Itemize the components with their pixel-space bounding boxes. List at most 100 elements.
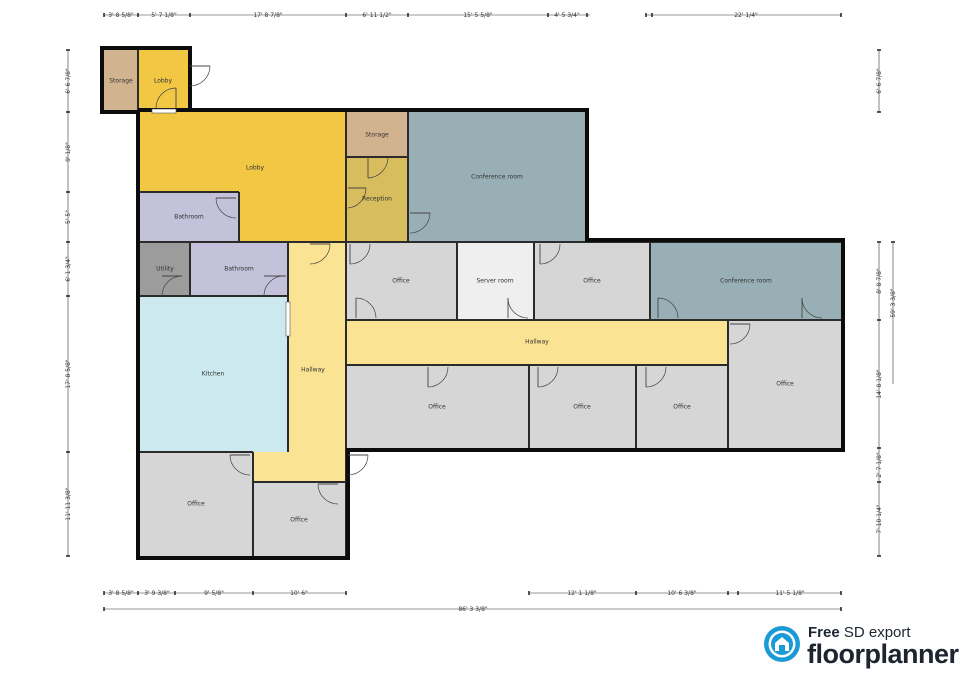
label-storage: Storage [365,132,389,139]
dim-label: 4' 5 3/4" [554,12,580,19]
room-hallway-vertical [288,242,346,482]
dim-label: 3' 8 5/8" [108,590,134,597]
door-icon [347,187,367,209]
room-office-7 [253,482,346,556]
door-icon [801,297,823,319]
room-office-2 [534,242,650,320]
dim-label: 6' 6 7/8" [65,68,72,94]
door-icon [657,297,679,319]
room-storage-b [346,112,408,157]
floorplanner-brand: Free SD export floorplanner [762,622,959,669]
door-icon [347,454,369,476]
room-conference-a [408,112,587,242]
dim-label: 22' 1/4" [734,12,758,19]
room-kitchen [139,296,288,452]
dim-label: 12' 1 1/8" [567,590,597,597]
room-office-3 [346,365,529,448]
room-hallway-lower [253,452,346,482]
label-office: Office [573,404,591,411]
room-utility [139,242,190,296]
label-bathroom: Bathroom [174,214,204,221]
label-lobby: Lobby [246,165,265,172]
label-office: Office [290,517,308,524]
label-conference-room: Conference room [720,278,772,285]
dim-label: 11' 11 3/8" [65,487,72,520]
room-server [457,242,534,320]
dim-label: 3' 8 5/8" [108,12,134,19]
door-icon [537,366,559,388]
door-icon [215,197,237,219]
label-office: Office [187,501,205,508]
room-reception [346,157,408,242]
room-office-4 [529,365,636,448]
brand-tag-free: Free [808,624,840,641]
room-office-8 [728,320,841,448]
door-icon [229,454,251,476]
dim-label: 17' 8 5/8" [65,359,72,389]
dim-label: 17' 8 7/8" [253,12,283,19]
label-office: Office [583,278,601,285]
room-fills [104,50,841,556]
brand-tagline: Free SD export [808,624,911,641]
brand-name: floorplanner [807,639,959,669]
label-conference-room: Conference room [471,174,523,181]
label-hallway: Hallway [301,367,325,374]
door-icon [539,243,561,265]
door-icon [317,483,339,505]
label-utility: Utility [156,266,174,273]
dimensions-left: 6' 6 7/8" 9' 1/8" 5' 5" 6' 1 3/4" 17' 8 … [65,49,72,557]
room-hallway-horizontal [346,320,728,365]
door-icon [155,87,177,109]
label-office: Office [428,404,446,411]
window-icon [285,301,291,337]
floorplanner-logo-icon [764,626,800,662]
room-bathroom-b [190,242,288,296]
dim-label: 10' 6 3/8" [667,590,697,597]
dim-label: 11' 5 1/8" [775,590,805,597]
door-icon [263,275,287,297]
dim-label: 3' 9 3/8" [144,590,170,597]
label-lobby: Lobby [154,78,173,85]
door-icon [507,297,529,319]
door-icon [349,243,371,265]
door-icon [645,366,667,388]
dim-label: 15' 5 5/8" [463,12,493,19]
label-kitchen: Kitchen [202,371,225,378]
label-bathroom: Bathroom [224,266,254,273]
dim-label: 5' 7 1/8" [151,12,177,19]
door-icon [355,297,377,319]
dim-label: 10' 6" [290,590,308,597]
label-hallway: Hallway [525,339,549,346]
dimensions-right: 6' 6 7/8" 8' 8 7/8" 14' 8 1/8" 2' 7 1/8"… [876,49,897,557]
window-icon [151,108,177,114]
dim-label: 9' 1/8" [65,142,72,162]
door-icon [729,323,751,345]
dim-label: 6' 11 1/2" [362,12,392,19]
label-storage: Storage [109,78,133,85]
room-office-6 [139,452,253,556]
dim-label: 9' 5/8" [204,590,224,597]
dim-label: 14' 8 1/8" [876,369,883,399]
room-office-1 [346,242,457,320]
room-conference-b [650,242,841,320]
doors [155,65,823,505]
door-icon [427,366,449,388]
dim-label-total: 86' 3 3/8" [458,606,488,613]
dim-label: 5' 5" [65,210,72,224]
dim-label: 7' 10 1/4" [876,504,883,534]
dim-label: 8' 8 7/8" [876,268,883,294]
dimensions-bottom: 3' 8 5/8" 3' 9 3/8" 9' 5/8" 10' 6" 12' 1… [103,590,842,613]
room-storage-a [104,50,138,111]
windows [151,108,291,337]
door-icon [409,212,431,234]
brand-tag-export: SD export [843,624,911,641]
label-office: Office [392,278,410,285]
room-labels: Storage Lobby Lobby Storage Reception Co… [109,78,794,524]
dim-label: 6' 6 7/8" [876,68,883,94]
label-reception: Reception [362,196,392,203]
room-office-5 [636,365,728,448]
door-icon [161,275,183,297]
dimensions-top: 3' 8 5/8" 5' 7 1/8" 17' 8 7/8" 6' 11 1/2… [103,12,842,19]
room-bathroom-a [139,192,239,242]
